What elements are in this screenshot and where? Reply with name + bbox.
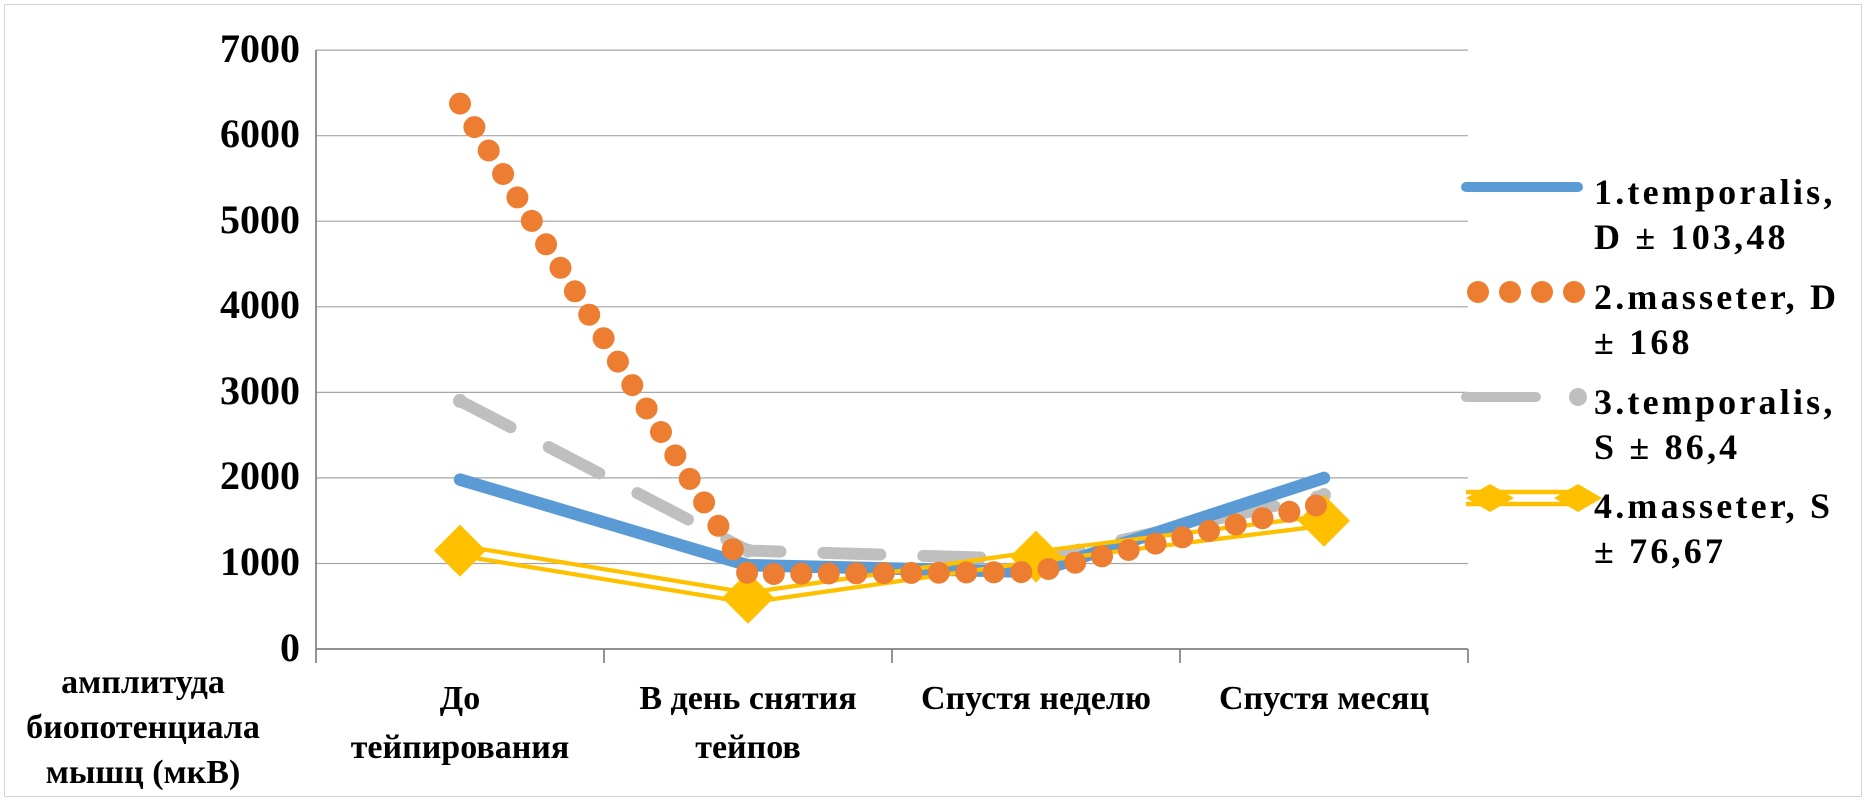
svg-text:± 76,67: ± 76,67 [1594, 531, 1726, 571]
svg-text:3.temporalis,: 3.temporalis, [1594, 382, 1836, 422]
svg-text:0: 0 [280, 625, 300, 670]
svg-text:1.temporalis,: 1.temporalis, [1594, 172, 1836, 212]
svg-text:тейпирования: тейпирования [351, 729, 570, 766]
svg-text:До: До [440, 680, 480, 717]
svg-text:1000: 1000 [220, 539, 300, 584]
svg-text:6000: 6000 [220, 111, 300, 156]
svg-text:амплитуда: амплитуда [61, 664, 225, 701]
svg-text:± 168: ± 168 [1594, 322, 1693, 362]
svg-text:7000: 7000 [220, 26, 300, 71]
svg-text:Спустя неделю: Спустя неделю [921, 680, 1151, 717]
svg-text:мышц (мкВ): мышц (мкВ) [46, 754, 241, 791]
svg-text:2.masseter, D: 2.masseter, D [1594, 277, 1839, 317]
svg-text:5000: 5000 [220, 197, 300, 242]
svg-text:2000: 2000 [220, 453, 300, 498]
svg-text:3000: 3000 [220, 368, 300, 413]
svg-text:S ± 86,4: S ± 86,4 [1594, 427, 1740, 467]
svg-text:Спустя месяц: Спустя месяц [1219, 680, 1429, 717]
svg-text:В день снятия: В день снятия [639, 680, 856, 717]
svg-text:4.masseter, S: 4.masseter, S [1594, 486, 1833, 526]
svg-text:тейпов: тейпов [695, 729, 801, 766]
svg-text:D ± 103,48: D ± 103,48 [1594, 217, 1789, 257]
svg-text:4000: 4000 [220, 282, 300, 327]
svg-text:биопотенциала: биопотенциала [26, 709, 260, 746]
